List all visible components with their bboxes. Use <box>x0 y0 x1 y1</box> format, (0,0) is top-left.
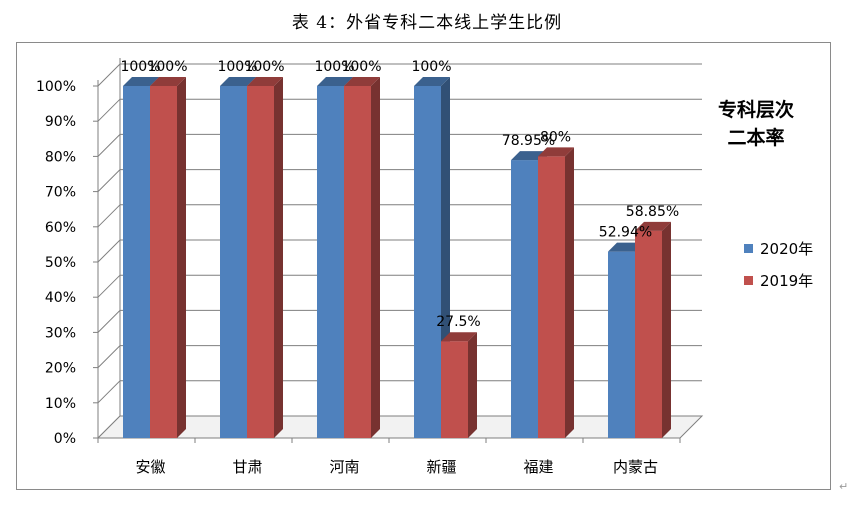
gridline-side <box>97 345 121 368</box>
bar-top <box>220 77 256 86</box>
bar <box>123 86 150 438</box>
bar-side <box>177 77 186 438</box>
legend-swatch <box>744 244 753 253</box>
data-label: 80% <box>540 129 571 145</box>
y-tick-label: 90% <box>45 114 76 130</box>
bar-top <box>414 77 450 86</box>
bar-top <box>344 77 380 86</box>
data-label: 100% <box>341 59 381 75</box>
data-label: 100% <box>244 59 284 75</box>
bar-top <box>150 77 186 86</box>
bar <box>635 230 662 438</box>
data-label: 52.94% <box>599 225 652 241</box>
data-label: 27.5% <box>436 314 480 330</box>
y-tick-label: 0% <box>54 431 76 447</box>
y-tick-label: 60% <box>45 220 76 236</box>
gridline-side <box>97 134 121 157</box>
gridline-side <box>97 98 121 122</box>
gridline-side <box>97 380 121 404</box>
bar-top <box>441 332 477 342</box>
y-tick-label: 50% <box>45 255 76 271</box>
bar <box>150 86 177 438</box>
bar <box>344 86 371 438</box>
bar-top <box>123 77 159 86</box>
x-category-label: 甘肃 <box>232 458 262 476</box>
y-tick-label: 40% <box>45 290 76 306</box>
bar-top <box>317 77 353 86</box>
bar-top <box>538 147 574 157</box>
chart-title: 二本率 <box>727 126 784 149</box>
bar <box>317 86 344 438</box>
data-label: 78.95% <box>502 133 555 149</box>
gridline-side <box>97 63 121 87</box>
bar-side <box>565 147 574 438</box>
gridline-side <box>97 310 121 333</box>
bar <box>441 341 468 438</box>
bar <box>538 156 565 438</box>
gridline-side <box>97 204 121 228</box>
legend-swatch <box>744 276 753 285</box>
gridline-side <box>97 239 121 263</box>
bar <box>247 86 274 438</box>
data-label: 100% <box>314 59 354 75</box>
y-tick-label: 100% <box>36 79 76 95</box>
chart-frame <box>16 42 831 490</box>
x-category-label: 河南 <box>329 458 359 476</box>
page-title: 表 4：外省专科二本线上学生比例 <box>291 13 563 33</box>
bar-side <box>371 77 380 438</box>
y-tick-label: 30% <box>45 325 76 341</box>
bar-top <box>247 77 283 86</box>
data-label: 100% <box>411 59 451 75</box>
data-label: 100% <box>120 59 160 75</box>
bar <box>608 251 635 438</box>
chart-title: 专科层次 <box>718 98 794 121</box>
data-label: 100% <box>217 59 257 75</box>
y-tick-label: 70% <box>45 185 76 201</box>
x-category-label: 内蒙古 <box>613 458 658 476</box>
legend-label: 2019年 <box>760 272 813 290</box>
gridline-side <box>97 169 121 192</box>
bar <box>414 86 441 438</box>
paragraph-mark: ↵ <box>839 480 849 493</box>
y-tick-label: 20% <box>45 361 76 377</box>
gridline-side <box>97 274 121 298</box>
bar <box>511 160 538 438</box>
x-category-label: 福建 <box>523 458 553 476</box>
legend-label: 2020年 <box>760 240 813 258</box>
data-label: 100% <box>147 59 187 75</box>
bar <box>220 86 247 438</box>
y-tick-label: 10% <box>45 396 76 412</box>
y-tick-label: 80% <box>45 149 76 165</box>
x-category-label: 安徽 <box>135 458 165 476</box>
bar-side <box>468 332 477 438</box>
bar-top <box>635 221 671 231</box>
x-category-label: 新疆 <box>426 458 456 476</box>
data-label: 58.85% <box>626 204 679 220</box>
bar-side <box>274 77 283 438</box>
bar-side <box>662 221 671 438</box>
